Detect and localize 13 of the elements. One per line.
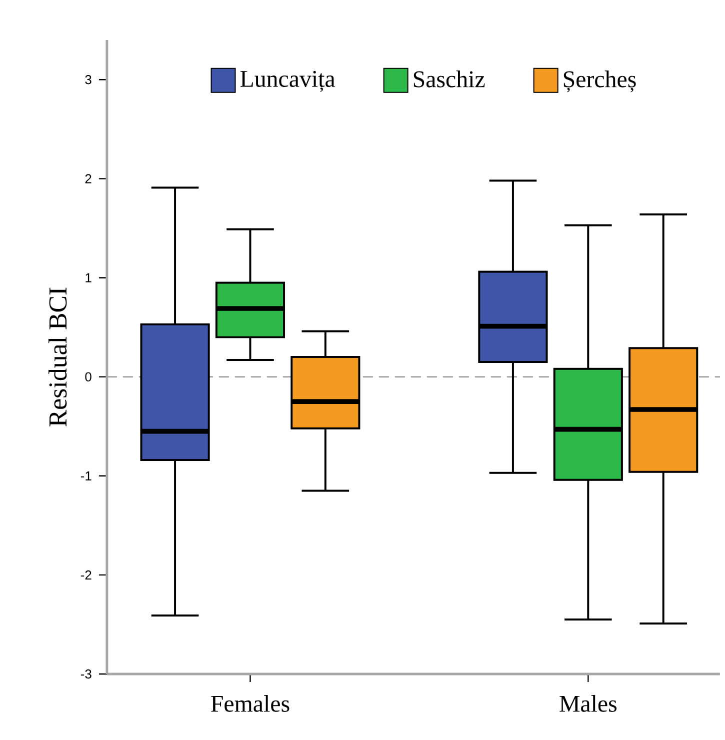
legend-label: Saschiz — [414, 70, 485, 88]
legend-label: Șercheș — [564, 70, 636, 92]
y-tick-label: -3 — [80, 669, 92, 679]
y-tick-label: -1 — [80, 471, 92, 480]
y-tick-label: -2 — [80, 570, 92, 580]
y-tick-label: 1 — [86, 273, 92, 282]
y-tick-label: 2 — [85, 174, 92, 184]
y-tick-label: 0 — [85, 372, 92, 382]
x-tick-label: Males — [560, 695, 617, 712]
legend-label: Luncavița — [240, 70, 336, 92]
x-tick-label: Females — [211, 695, 290, 712]
y-axis-title: Residual BCI — [48, 288, 67, 426]
y-tick-label: 3 — [85, 75, 92, 84]
